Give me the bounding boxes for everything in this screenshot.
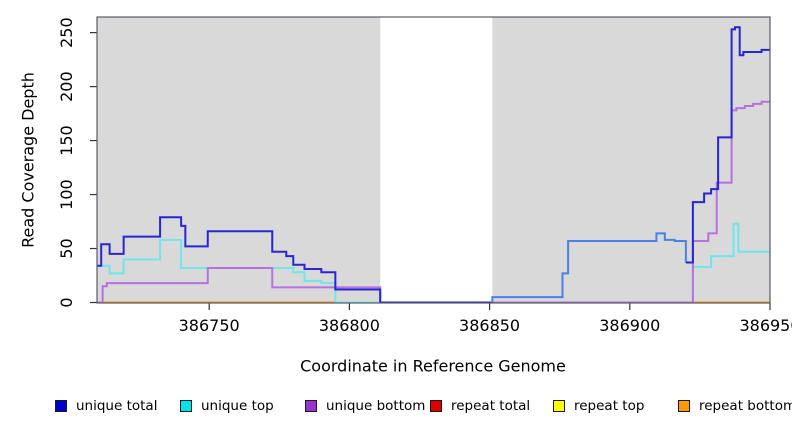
x-tick-label: 386900 <box>599 316 660 335</box>
legend-item-repeat-top: repeat top <box>553 398 644 414</box>
legend-item-repeat-total: repeat total <box>430 398 530 414</box>
y-tick-label: 0 <box>57 297 76 307</box>
legend-label-unique-bottom: unique bottom <box>326 398 426 414</box>
x-tick-label: 386750 <box>179 316 240 335</box>
no-data-band <box>380 17 493 303</box>
legend-swatch-repeat-bottom <box>678 400 690 412</box>
x-tick-label: 386800 <box>319 316 380 335</box>
legend-swatch-unique-bottom <box>305 400 317 412</box>
legend-label-unique-total: unique total <box>76 398 158 414</box>
legend-swatch-unique-total <box>55 400 67 412</box>
line-unique-total-seg1 <box>491 232 687 303</box>
legend-swatch-repeat-top <box>553 400 565 412</box>
line-unique-bottom-seg0 <box>97 100 770 304</box>
y-tick-label: 50 <box>57 238 76 258</box>
legend-item-unique-total: unique total <box>55 398 157 414</box>
y-tick-label: 150 <box>57 125 76 156</box>
y-tick-label: 100 <box>57 179 76 210</box>
line-unique-total-seg2 <box>685 26 770 264</box>
legend-swatch-unique-top <box>180 400 192 412</box>
x-axis-title: Coordinate in Reference Genome <box>300 356 566 376</box>
legend-item-repeat-bottom: repeat bottom <box>678 398 792 414</box>
x-tick-label: 386850 <box>459 316 520 335</box>
legend-item-unique-top: unique top <box>180 398 274 414</box>
y-tick-label: 250 <box>57 17 76 48</box>
legend-label-unique-top: unique top <box>201 398 274 414</box>
line-unique-top-seg0 <box>97 222 770 304</box>
y-tick-label: 200 <box>57 71 76 102</box>
legend-label-repeat-top: repeat top <box>574 398 645 414</box>
y-axis-title: Read Coverage Depth <box>18 72 38 248</box>
legend-item-unique-bottom: unique bottom <box>305 398 425 414</box>
plot-border <box>96 16 771 304</box>
legend-label-repeat-total: repeat total <box>451 398 531 414</box>
legend-label-repeat-bottom: repeat bottom <box>699 398 792 414</box>
line-unique-total-seg0 <box>97 216 493 304</box>
legend-swatch-repeat-total <box>430 400 442 412</box>
legend: unique total unique top unique bottom re… <box>0 398 792 418</box>
